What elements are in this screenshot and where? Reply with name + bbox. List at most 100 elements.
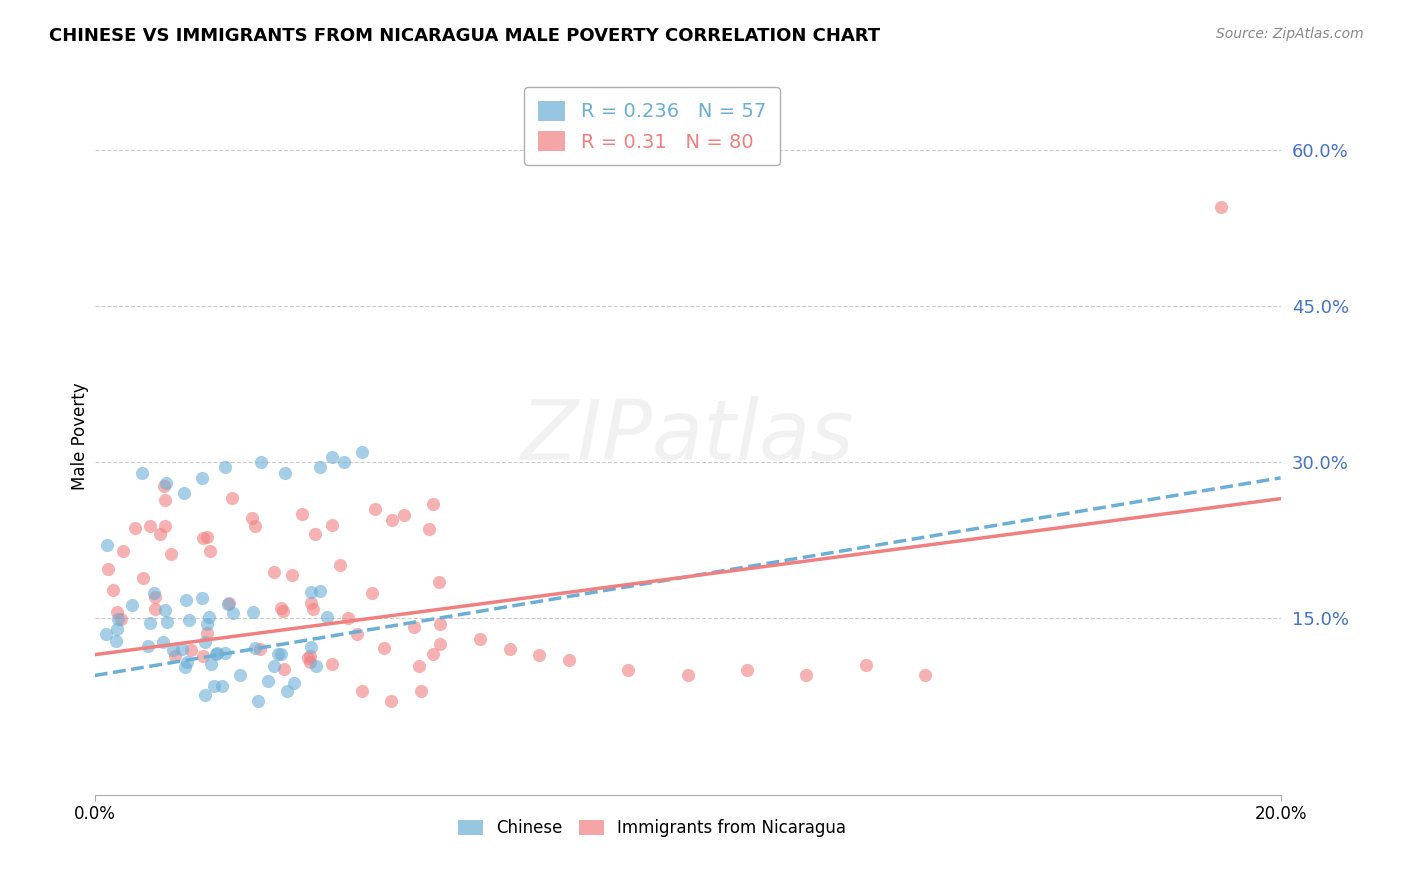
- Point: [136, 639, 159, 653]
- Point: [299, 597, 322, 611]
- Point: [153, 478, 176, 492]
- Point: [191, 531, 214, 545]
- Point: [529, 648, 551, 662]
- Point: [409, 684, 432, 698]
- Text: CHINESE VS IMMIGRANTS FROM NICARAGUA MALE POVERTY CORRELATION CHART: CHINESE VS IMMIGRANTS FROM NICARAGUA MAL…: [49, 27, 880, 45]
- Point: [470, 632, 492, 646]
- Point: [429, 637, 451, 651]
- Point: [228, 667, 250, 681]
- Point: [558, 653, 581, 667]
- Point: [299, 655, 322, 669]
- Point: [299, 585, 322, 599]
- Point: [346, 626, 368, 640]
- Point: [281, 568, 304, 582]
- Point: [172, 641, 194, 656]
- Point: [263, 659, 285, 673]
- Point: [309, 460, 332, 475]
- Point: [373, 640, 395, 655]
- Point: [422, 647, 444, 661]
- Point: [276, 684, 298, 698]
- Point: [143, 591, 166, 605]
- Point: [298, 648, 321, 663]
- Point: [273, 662, 295, 676]
- Point: [143, 586, 166, 600]
- Point: [245, 641, 267, 656]
- Point: [205, 647, 228, 661]
- Point: [350, 684, 373, 698]
- Point: [273, 466, 295, 480]
- Point: [112, 544, 135, 558]
- Point: [257, 673, 280, 688]
- Text: Source: ZipAtlas.com: Source: ZipAtlas.com: [1216, 27, 1364, 41]
- Point: [499, 642, 522, 657]
- Point: [270, 647, 292, 661]
- Point: [309, 584, 332, 599]
- Point: [105, 605, 128, 619]
- Point: [240, 510, 263, 524]
- Point: [124, 521, 146, 535]
- Point: [96, 538, 118, 552]
- Point: [131, 466, 153, 480]
- Point: [97, 562, 120, 576]
- Point: [249, 455, 271, 469]
- Point: [198, 609, 221, 624]
- Point: [143, 602, 166, 616]
- Point: [139, 616, 162, 631]
- Point: [205, 646, 228, 660]
- Point: [159, 547, 181, 561]
- Point: [242, 606, 264, 620]
- Point: [156, 615, 179, 629]
- Point: [195, 617, 218, 632]
- Point: [263, 566, 285, 580]
- Text: ZIPatlas: ZIPatlas: [520, 396, 855, 476]
- Point: [194, 634, 217, 648]
- Point: [214, 646, 236, 660]
- Point: [381, 513, 404, 527]
- Point: [162, 643, 184, 657]
- Point: [249, 641, 271, 656]
- Point: [855, 658, 877, 673]
- Point: [283, 675, 305, 690]
- Point: [270, 601, 292, 615]
- Point: [177, 613, 200, 627]
- Point: [305, 659, 328, 673]
- Point: [217, 598, 239, 612]
- Point: [104, 634, 127, 648]
- Point: [174, 660, 197, 674]
- Point: [195, 530, 218, 544]
- Point: [132, 571, 155, 585]
- Point: [402, 620, 425, 634]
- Point: [173, 486, 195, 500]
- Point: [914, 668, 936, 682]
- Point: [200, 657, 222, 672]
- Point: [163, 649, 186, 664]
- Point: [676, 668, 699, 682]
- Point: [138, 519, 160, 533]
- Point: [180, 643, 202, 657]
- Point: [408, 658, 430, 673]
- Point: [429, 616, 451, 631]
- Point: [418, 522, 440, 536]
- Point: [302, 602, 325, 616]
- Point: [176, 655, 198, 669]
- Point: [271, 604, 294, 618]
- Point: [329, 558, 352, 573]
- Point: [427, 574, 450, 589]
- Point: [221, 491, 243, 505]
- Point: [155, 493, 177, 508]
- Point: [735, 663, 758, 677]
- Point: [190, 471, 212, 485]
- Point: [360, 586, 382, 600]
- Point: [422, 497, 444, 511]
- Y-axis label: Male Poverty: Male Poverty: [72, 383, 89, 490]
- Point: [121, 598, 143, 612]
- Point: [110, 612, 132, 626]
- Point: [350, 445, 373, 459]
- Point: [194, 689, 217, 703]
- Point: [211, 680, 233, 694]
- Point: [267, 647, 290, 661]
- Point: [152, 634, 174, 648]
- Point: [299, 640, 322, 655]
- Point: [333, 455, 356, 469]
- Point: [380, 694, 402, 708]
